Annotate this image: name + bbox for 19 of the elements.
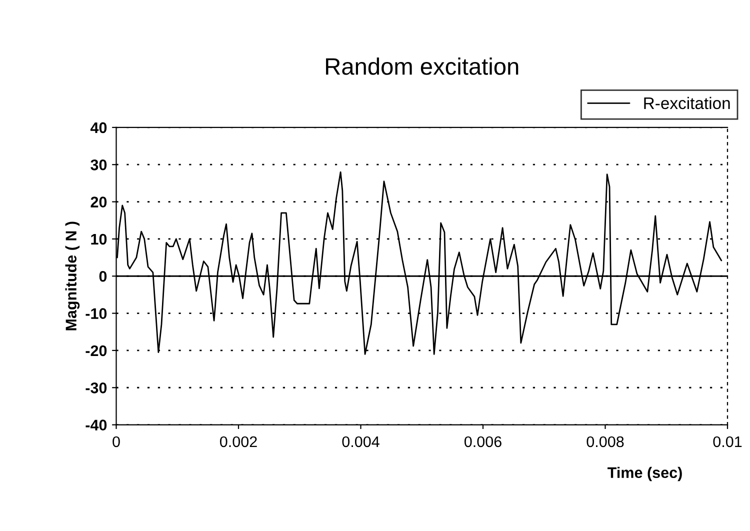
x-tick-label: 0.008 bbox=[586, 436, 624, 448]
x-tick-label: 0.004 bbox=[342, 436, 380, 448]
y-tick-label: -40 bbox=[86, 420, 107, 430]
y-tick-label: 40 bbox=[90, 122, 107, 134]
y-tick-label: -30 bbox=[86, 382, 107, 394]
x-axis-title: Time (sec) bbox=[608, 466, 682, 482]
y-tick-label: 0 bbox=[99, 270, 107, 282]
y-axis-title: Magnitude ( N ) bbox=[65, 222, 80, 330]
y-tick-label: -20 bbox=[86, 345, 107, 356]
x-tick-label: 0.006 bbox=[464, 436, 502, 448]
legend-label: R-excitation bbox=[644, 96, 730, 110]
x-tick-label: 0.002 bbox=[220, 436, 257, 448]
y-tick-label: 30 bbox=[90, 159, 107, 170]
chart-title: Random excitation bbox=[326, 58, 518, 75]
x-tick-label: 0 bbox=[112, 436, 120, 448]
y-tick-label: 10 bbox=[91, 234, 107, 245]
y-tick-label: 20 bbox=[90, 196, 107, 208]
y-tick-label: -10 bbox=[86, 308, 107, 319]
x-tick-label: 0.01 bbox=[713, 436, 742, 448]
